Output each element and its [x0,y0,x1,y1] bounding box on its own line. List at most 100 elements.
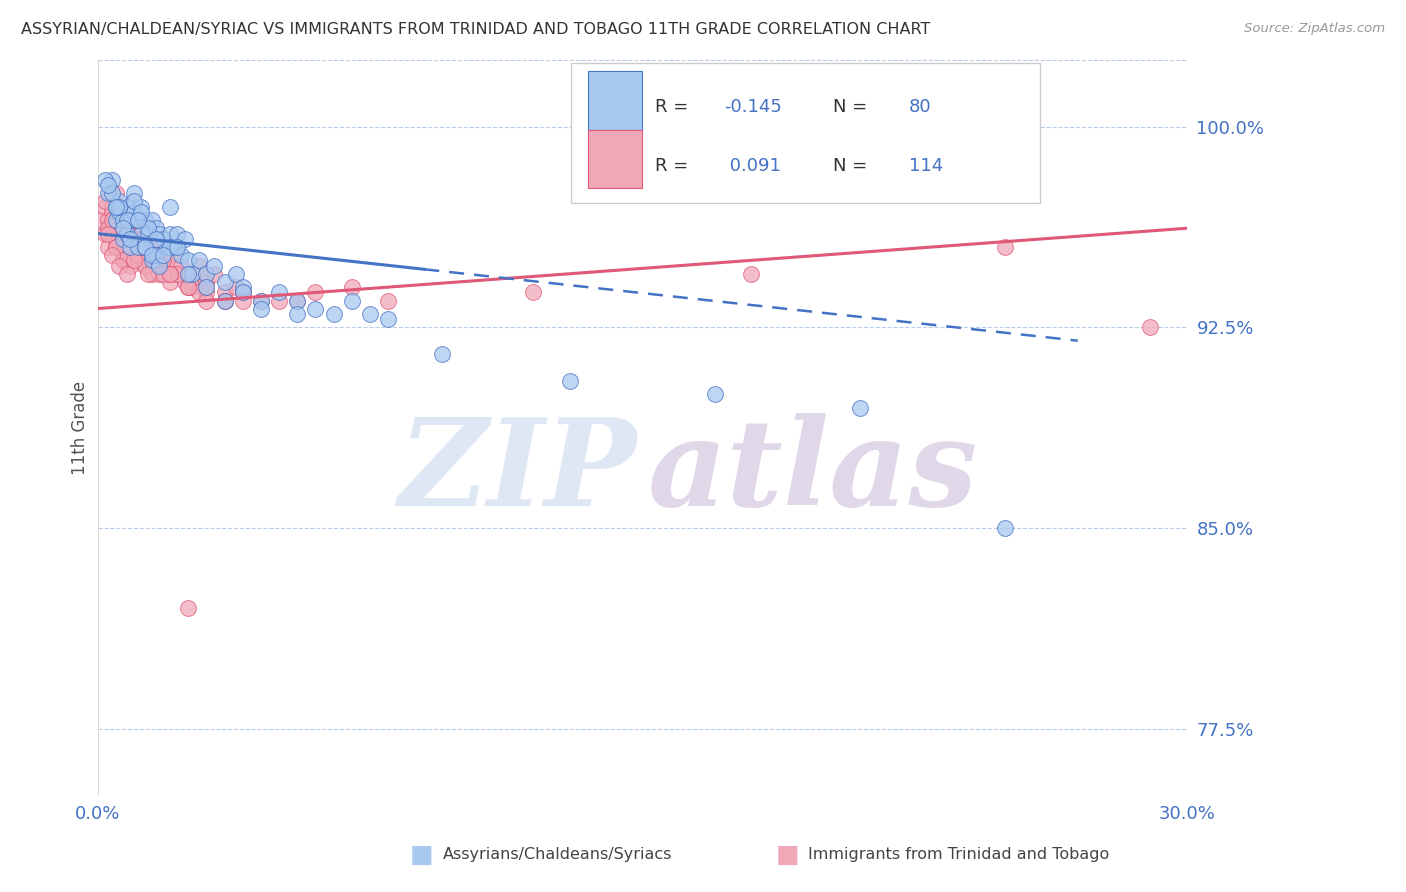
Point [101,213,124,227]
Point [377,293,399,308]
Point [159,240,181,254]
Point [127,213,149,227]
Point [108,232,131,246]
Point [148,227,170,241]
Point [97,221,120,235]
Point [285,307,308,321]
Point [152,267,174,281]
Point [285,293,308,308]
Point [111,248,134,262]
FancyBboxPatch shape [588,70,643,129]
Point [104,200,127,214]
Point [115,213,138,227]
Point [108,205,131,219]
Point [120,227,142,241]
Point [188,253,211,268]
Point [522,285,544,300]
Point [111,253,134,268]
Point [104,213,127,227]
Text: ZIP: ZIP [398,413,637,531]
Point [127,248,149,262]
Point [138,253,160,268]
Point [104,200,127,214]
Point [159,275,181,289]
Point [155,240,177,254]
Point [177,601,200,615]
Point [129,227,152,241]
Point [120,213,142,227]
Point [104,240,127,254]
Point [145,248,167,262]
Point [1139,320,1161,334]
Point [232,293,254,308]
Point [177,280,200,294]
Point [145,253,167,268]
Point [994,521,1017,535]
Point [145,221,167,235]
Text: N =: N = [832,157,873,176]
Point [134,240,156,254]
Point [120,240,142,254]
Point [138,221,160,235]
Point [120,259,142,273]
Point [177,280,200,294]
Point [195,275,218,289]
Point [141,248,163,262]
Point [108,259,131,273]
Text: ■: ■ [776,843,799,866]
Point [232,285,254,300]
Point [152,253,174,268]
Point [163,253,186,268]
Point [127,240,149,254]
Point [122,213,145,227]
Point [994,240,1017,254]
Point [115,240,138,254]
Point [129,240,152,254]
Text: Source: ZipAtlas.com: Source: ZipAtlas.com [1244,22,1385,36]
Point [152,259,174,273]
Point [141,267,163,281]
Point [134,240,156,254]
Point [148,259,170,273]
Point [202,259,225,273]
Point [340,280,363,294]
Point [166,267,188,281]
Text: ■: ■ [411,843,433,866]
Point [127,253,149,268]
Point [129,213,152,227]
Point [129,205,152,219]
Point [166,227,188,241]
Text: R =: R = [655,98,695,117]
Point [111,213,134,227]
Point [159,200,181,214]
Point [129,200,152,214]
Point [90,213,112,227]
Point [163,240,186,254]
Point [170,248,193,262]
Point [115,200,138,214]
Text: -0.145: -0.145 [724,98,782,117]
Point [214,293,236,308]
Text: Assyrians/Chaldeans/Syriacs: Assyrians/Chaldeans/Syriacs [443,847,672,862]
Point [108,194,131,209]
Point [159,267,181,281]
Point [155,267,177,281]
Point [94,200,117,214]
Point [177,267,200,281]
Point [184,275,207,289]
Point [285,293,308,308]
Point [359,307,381,321]
Point [166,267,188,281]
Point [195,280,218,294]
Point [122,232,145,246]
Point [115,267,138,281]
Point [145,248,167,262]
Point [115,227,138,241]
Point [122,213,145,227]
Point [101,200,124,214]
Point [97,213,120,227]
Point [97,240,120,254]
Point [97,227,120,241]
Point [111,253,134,268]
Point [195,267,218,281]
